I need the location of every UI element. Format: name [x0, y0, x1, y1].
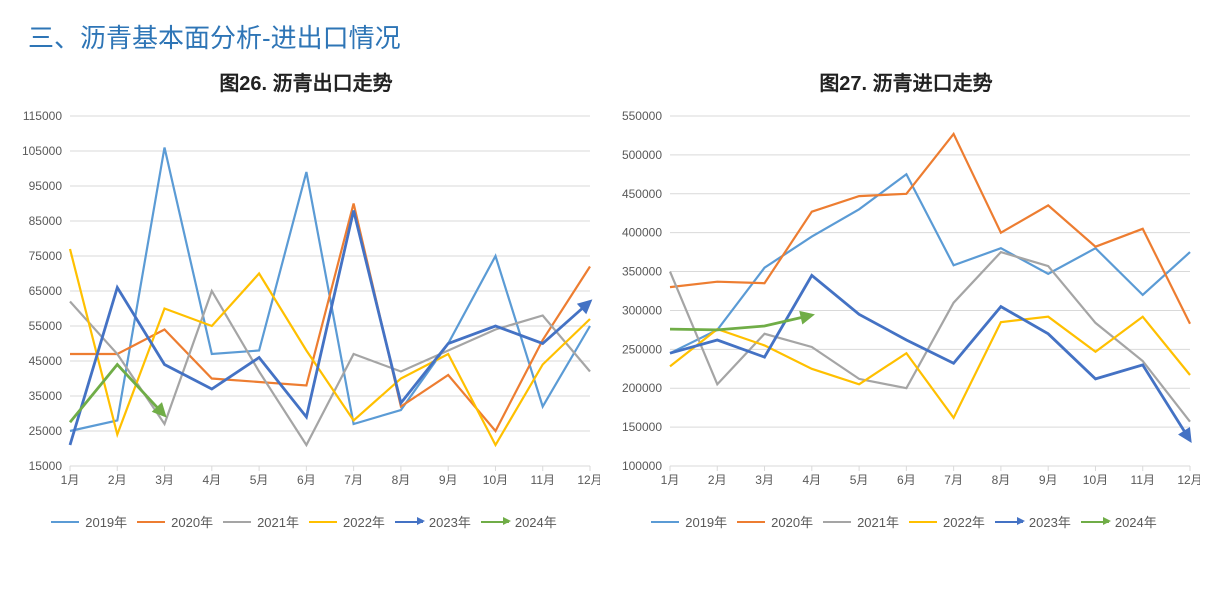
legend-item-2019: 2019年	[51, 512, 127, 531]
x-tick-label: 7月	[944, 473, 963, 487]
x-tick-label: 6月	[297, 473, 316, 487]
series-2019	[70, 148, 590, 432]
legend-item-2021: 2021年	[823, 512, 899, 531]
legend-item-2023: 2023年	[395, 512, 471, 531]
legend-label-2019: 2019年	[85, 512, 127, 531]
x-tick-label: 4月	[802, 473, 821, 487]
export-chart-title: 图26. 沥青出口走势	[10, 67, 602, 96]
x-tick-label: 7月	[344, 473, 363, 487]
y-tick-label: 400000	[622, 226, 662, 240]
y-tick-label: 450000	[622, 187, 662, 201]
series-2023	[670, 275, 1190, 440]
x-tick-label: 6月	[897, 473, 916, 487]
legend-item-2019: 2019年	[651, 512, 727, 531]
legend-swatch-2020	[137, 521, 165, 523]
legend-swatch-2019	[51, 521, 79, 523]
y-tick-label: 105000	[22, 144, 62, 158]
arrowhead-icon	[1181, 429, 1190, 440]
legend-item-2021: 2021年	[223, 512, 299, 531]
legend-label-2023: 2023年	[429, 512, 471, 531]
legend-swatch-2023	[995, 521, 1023, 523]
x-tick-label: 10月	[483, 473, 508, 487]
legend-label-2021: 2021年	[857, 512, 899, 531]
export-legend: 2019年 2020年 2021年 2022年 2023年 2024年	[10, 506, 602, 531]
x-tick-label: 12月	[1177, 473, 1200, 487]
legend-swatch-2021	[223, 521, 251, 523]
legend-label-2022: 2022年	[343, 512, 385, 531]
legend-label-2024: 2024年	[1115, 512, 1157, 531]
x-tick-label: 11月	[1130, 473, 1154, 487]
legend-item-2022: 2022年	[309, 512, 385, 531]
x-tick-label: 3月	[755, 473, 774, 487]
legend-swatch-2019	[651, 521, 679, 523]
y-tick-label: 250000	[622, 342, 662, 356]
x-tick-label: 10月	[1083, 473, 1108, 487]
y-tick-label: 300000	[622, 303, 662, 317]
x-tick-label: 2月	[108, 473, 127, 487]
import-chart-svg: 100000 150000 200000 250000 300000 350000 4000…	[610, 106, 1200, 506]
legend-item-2024: 2024年	[481, 512, 557, 531]
x-tick-label: 2月	[708, 473, 727, 487]
legend-item-2020: 2020年	[137, 512, 213, 531]
series-2022	[670, 317, 1190, 418]
charts-row: 图26. 沥青出口走势 15000 25000 35000 45000 55000 650…	[0, 67, 1212, 543]
x-tick-label: 11月	[530, 473, 554, 487]
y-tick-label: 500000	[622, 148, 662, 162]
y-tick-label: 550000	[622, 109, 662, 123]
legend-item-2023: 2023年	[995, 512, 1071, 531]
legend-label-2024: 2024年	[515, 512, 557, 531]
y-tick-label: 65000	[29, 284, 63, 298]
x-tick-label: 4月	[202, 473, 221, 487]
legend-swatch-2024	[481, 521, 509, 523]
legend-swatch-2021	[823, 521, 851, 523]
legend-label-2021: 2021年	[257, 512, 299, 531]
y-tick-label: 115000	[23, 109, 62, 123]
legend-label-2019: 2019年	[685, 512, 727, 531]
legend-label-2020: 2020年	[771, 512, 813, 531]
legend-swatch-2024	[1081, 521, 1109, 523]
x-tick-label: 1月	[661, 473, 680, 487]
x-tick-label: 9月	[1039, 473, 1058, 487]
legend-swatch-2022	[309, 521, 337, 523]
x-tick-label: 8月	[392, 473, 411, 487]
y-tick-label: 35000	[29, 389, 63, 403]
series-2021	[670, 252, 1190, 422]
series-2022	[70, 249, 590, 445]
y-tick-label: 95000	[29, 179, 63, 193]
y-tick-label: 150000	[622, 420, 662, 434]
export-chart-block: 图26. 沥青出口走势 15000 25000 35000 45000 55000 650…	[10, 67, 602, 531]
series-2020	[670, 134, 1190, 324]
legend-swatch-2020	[737, 521, 765, 523]
legend-label-2020: 2020年	[171, 512, 213, 531]
x-tick-label: 5月	[250, 473, 269, 487]
legend-item-2024: 2024年	[1081, 512, 1157, 531]
x-tick-label: 12月	[577, 473, 600, 487]
import-chart-block: 图27. 沥青进口走势 100000 150000 200000 250000 3000…	[610, 67, 1202, 531]
y-tick-label: 200000	[622, 381, 662, 395]
legend-label-2023: 2023年	[1029, 512, 1071, 531]
legend-swatch-2022	[909, 521, 937, 523]
y-tick-label: 100000	[622, 459, 662, 473]
x-tick-label: 8月	[992, 473, 1011, 487]
legend-item-2022: 2022年	[909, 512, 985, 531]
legend-label-2022: 2022年	[943, 512, 985, 531]
arrowhead-icon	[801, 313, 812, 322]
x-tick-label: 5月	[850, 473, 869, 487]
y-tick-label: 25000	[29, 424, 63, 438]
x-tick-label: 9月	[439, 473, 458, 487]
legend-item-2020: 2020年	[737, 512, 813, 531]
import-legend: 2019年 2020年 2021年 2022年 2023年 2024年	[610, 506, 1202, 531]
y-tick-label: 85000	[29, 214, 63, 228]
x-tick-label: 1月	[61, 473, 80, 487]
import-chart-title: 图27. 沥青进口走势	[610, 67, 1202, 96]
legend-swatch-2023	[395, 521, 423, 523]
page-title: 三、沥青基本面分析-进出口情况	[0, 0, 1212, 67]
y-tick-label: 75000	[29, 249, 63, 263]
y-tick-label: 55000	[29, 319, 63, 333]
y-tick-label: 15000	[29, 459, 63, 473]
y-tick-label: 350000	[622, 265, 662, 279]
x-tick-label: 3月	[155, 473, 174, 487]
export-chart-svg: 15000 25000 35000 45000 55000 65000 75000 85000…	[10, 106, 600, 506]
y-tick-label: 45000	[29, 354, 63, 368]
